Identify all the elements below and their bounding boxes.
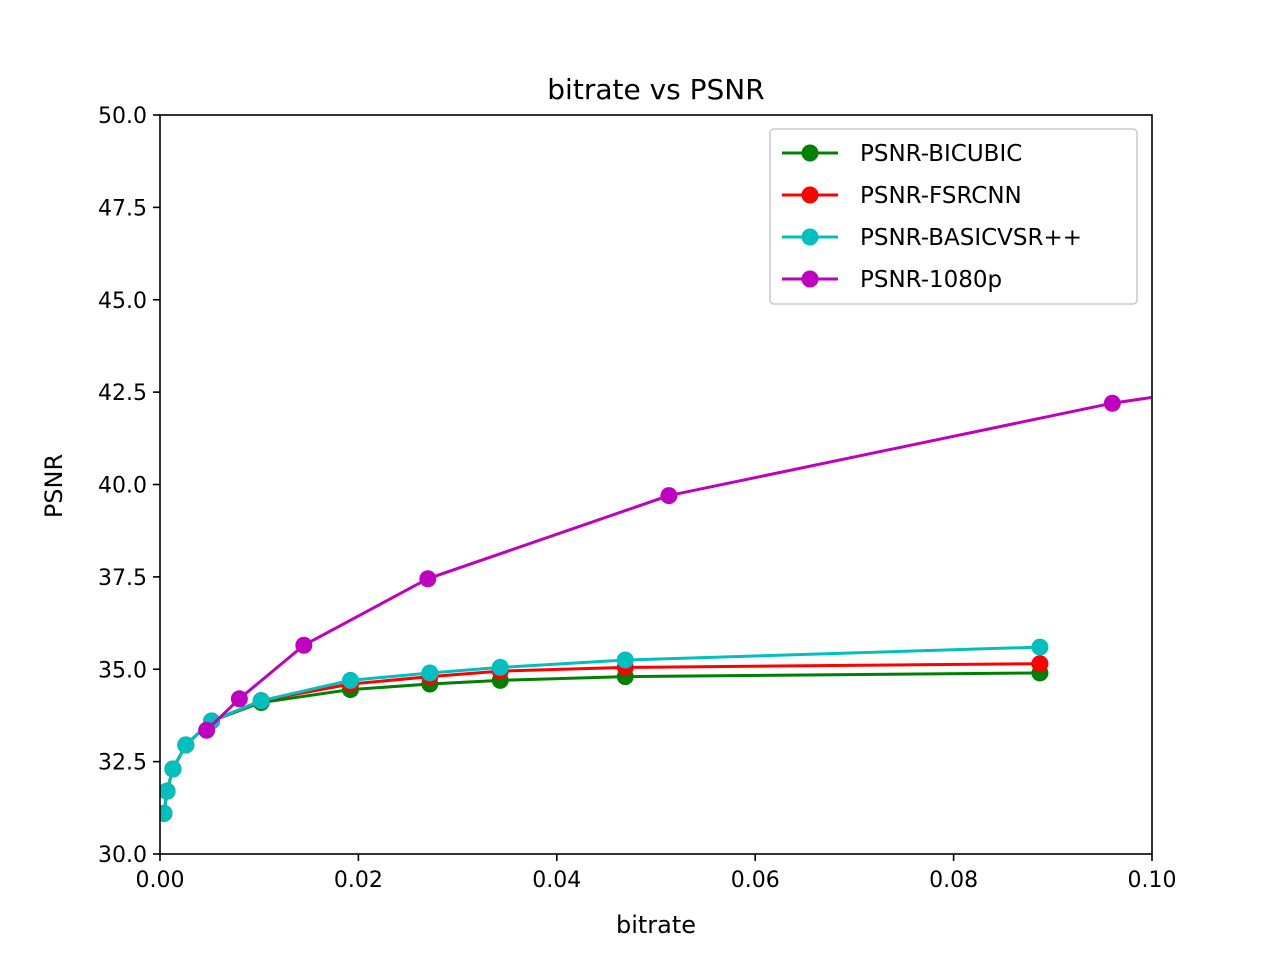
data-point	[491, 658, 509, 676]
y-axis-label: PSNR	[40, 454, 68, 518]
y-tick-label: 35.0	[98, 658, 147, 683]
x-tick-label: 0.06	[731, 868, 780, 893]
legend-label: PSNR-FSRCNN	[860, 183, 1022, 209]
y-tick-label: 42.5	[98, 381, 147, 406]
data-point	[421, 664, 439, 682]
data-point	[160, 804, 173, 822]
legend-label: PSNR-BICUBIC	[860, 141, 1022, 167]
legend-label: PSNR-1080p	[860, 267, 1002, 293]
legend: PSNR-BICUBIC PSNR-FSRCNN PSNR-BASICVSR++ PS…	[769, 128, 1138, 305]
y-tick-label: 47.5	[98, 196, 147, 221]
x-tick-label: 0.02	[334, 868, 383, 893]
data-point	[1031, 638, 1049, 656]
data-point	[198, 721, 216, 739]
y-tick-label: 30.0	[98, 843, 147, 868]
data-point	[177, 736, 195, 754]
y-tick-label: 32.5	[98, 751, 147, 776]
x-axis: 0.00 0.02 0.04 0.06 0.08 0.10	[136, 854, 1177, 893]
data-point	[341, 671, 359, 689]
data-point	[160, 782, 176, 800]
y-axis: 30.0 32.5 35.0 37.5 40.0 42.5 45.0 47.5 50.0	[98, 104, 160, 868]
data-point	[1243, 374, 1260, 391]
legend-marker	[801, 270, 819, 288]
series-0	[160, 664, 1049, 822]
data-point	[660, 487, 678, 505]
series-3	[198, 374, 1260, 739]
y-tick-label: 40.0	[98, 474, 147, 499]
data-point	[419, 570, 437, 588]
data-point	[295, 636, 313, 654]
legend-entry: PSNR-FSRCNN	[782, 183, 1022, 209]
series-line	[162, 645, 1040, 814]
data-point	[1031, 655, 1049, 673]
data-point	[164, 760, 182, 778]
x-tick-label: 0.00	[136, 868, 185, 893]
legend-marker	[801, 144, 819, 162]
legend-entry: PSNR-1080p	[782, 267, 1002, 293]
x-tick-label: 0.04	[532, 868, 581, 893]
chart-title: bitrate vs PSNR	[547, 73, 764, 106]
legend-entry: PSNR-BASICVSR++	[782, 225, 1082, 251]
legend-label: PSNR-BASICVSR++	[860, 225, 1082, 251]
data-point	[1103, 394, 1121, 412]
y-tick-label: 50.0	[98, 104, 147, 129]
y-tick-label: 37.5	[98, 566, 147, 591]
legend-box	[769, 128, 1138, 305]
data-point	[252, 692, 270, 710]
x-axis-label: bitrate	[616, 911, 696, 939]
legend-marker	[801, 186, 819, 204]
series-layer	[160, 374, 1260, 822]
data-point	[230, 690, 248, 708]
y-tick-label: 45.0	[98, 289, 147, 314]
x-tick-label: 0.10	[1128, 868, 1177, 893]
series-1	[160, 655, 1049, 822]
data-point	[616, 651, 634, 669]
x-tick-label: 0.08	[929, 868, 978, 893]
series-line	[162, 662, 1040, 814]
legend-entry: PSNR-BICUBIC	[782, 141, 1022, 167]
legend-marker	[801, 228, 819, 246]
